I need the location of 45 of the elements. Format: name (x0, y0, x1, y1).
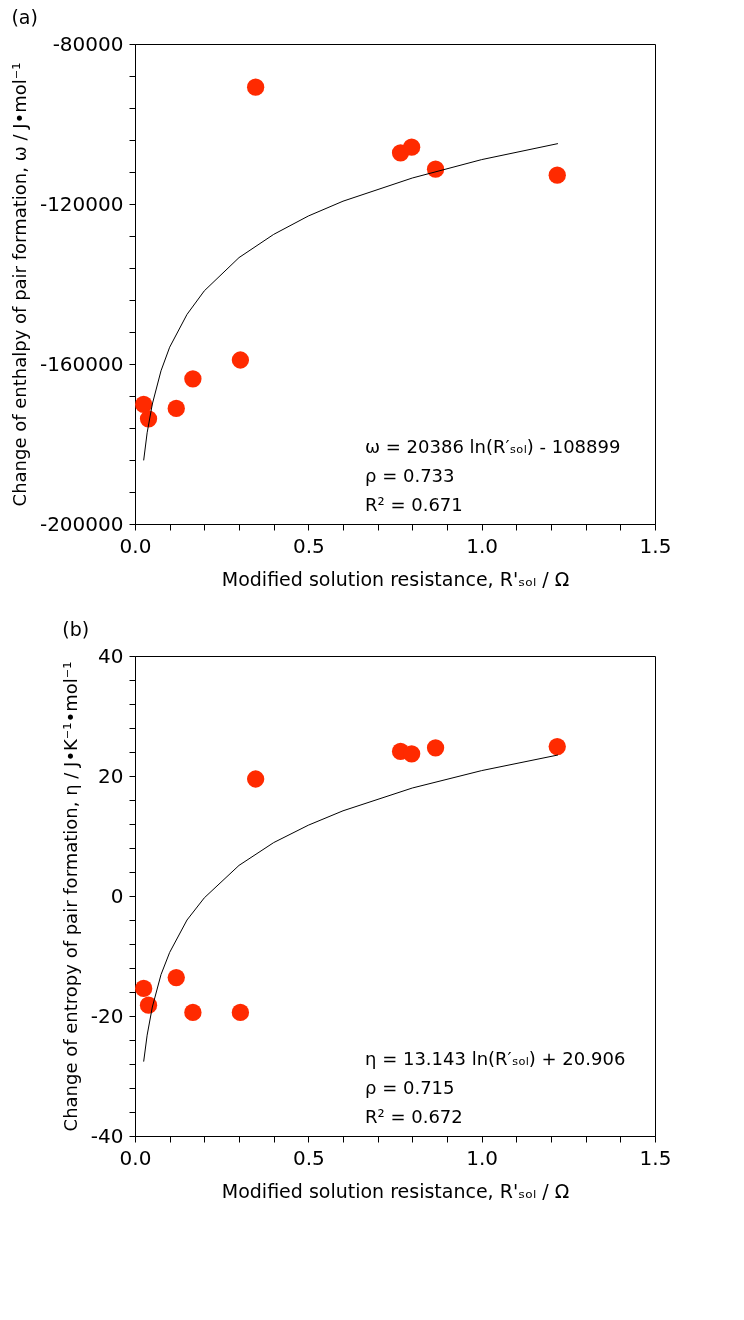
y-tick-label: 40 (98, 643, 124, 668)
annotation: R² = 0.671 (365, 494, 463, 515)
point (231, 1003, 250, 1022)
x-tick-label: 1.0 (466, 533, 499, 558)
point (402, 745, 421, 763)
y-tick-label: -40 (90, 1123, 124, 1148)
y-tick-label: 20 (98, 763, 124, 788)
chart-title: (a) (11, 6, 38, 28)
y-axis-title: Change of enthalpy of pair formation, ω / J•mol⁻¹ (8, 62, 30, 507)
point (167, 399, 185, 418)
y-tick-label: 0 (110, 883, 124, 908)
x-axis-title: Modified solution resistance, R'ₛₒₗ / Ω (221, 567, 570, 590)
point (139, 996, 158, 1014)
x-tick-label: 0.5 (292, 1145, 325, 1170)
y-tick-label: -80000 (52, 31, 124, 56)
x-tick-label: 0.0 (119, 533, 152, 558)
y-tick-label: -120000 (39, 191, 124, 216)
point (135, 979, 153, 998)
y-tick-label: -20 (90, 1003, 124, 1028)
point (231, 351, 250, 369)
y-tick-label: -200000 (39, 511, 124, 536)
x-tick-label: 1.5 (639, 1145, 672, 1170)
y-axis-title: Change of entropy of pair formation, η / J•K⁻¹•mol⁻¹ (59, 661, 81, 1132)
annotation: η = 13.143 ln(R′ₛₒₗ) + 20.906 (365, 1048, 626, 1069)
y-tick-label: -160000 (39, 351, 124, 376)
annotation: R² = 0.672 (365, 1106, 463, 1127)
annotation: ρ = 0.715 (365, 1077, 455, 1098)
point (167, 968, 185, 987)
point (402, 138, 421, 156)
point (246, 78, 265, 96)
x-tick-label: 1.5 (639, 533, 672, 558)
x-tick-label: 0.0 (119, 1145, 152, 1170)
annotation: ω = 20386 ln(R′ₛₒₗ) - 108899 (365, 436, 621, 457)
point (426, 739, 445, 757)
x-axis-title: Modified solution resistance, R'ₛₒₗ / Ω (221, 1179, 570, 1202)
point (184, 1003, 202, 1022)
annotation: ρ = 0.733 (365, 465, 455, 486)
point (548, 166, 566, 184)
point (246, 770, 265, 788)
point (135, 395, 153, 414)
point (548, 737, 566, 756)
chart-title: (b) (62, 618, 90, 640)
x-tick-label: 1.0 (466, 1145, 499, 1170)
x-tick-label: 0.5 (292, 533, 325, 558)
point (184, 370, 202, 388)
